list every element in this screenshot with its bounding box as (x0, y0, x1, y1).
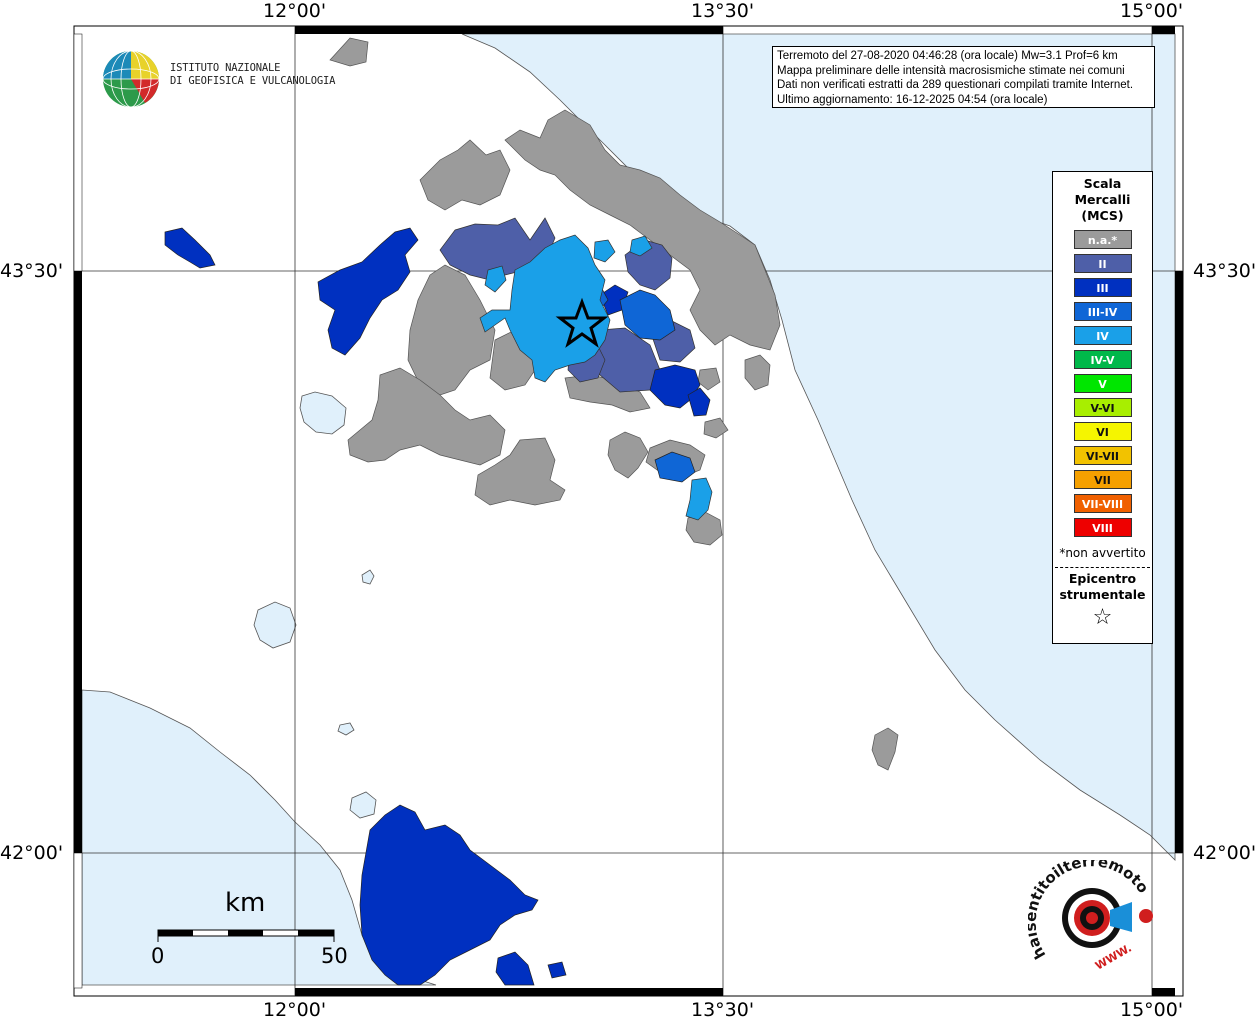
scale-end: 50 (321, 944, 348, 968)
legend-item: III-IV (1073, 302, 1132, 321)
legend-epicenter-title: Epicentro strumentale (1053, 571, 1152, 603)
lon-label-bottom-1330: 13°30' (691, 999, 755, 1021)
lake-trasimeno (299, 391, 347, 435)
lat-label-right-4330: 43°30' (1193, 260, 1255, 282)
scale-bar-graphic (157, 929, 335, 942)
legend-title-line1: Scala (1083, 176, 1122, 191)
municipalities-iv (479, 234, 713, 521)
legend-title-line3: (MCS) (1081, 208, 1124, 223)
ingv-name-line1: ISTITUTO NAZIONALE (170, 62, 281, 74)
legend-item: IV-V (1073, 350, 1132, 369)
legend-item: V (1073, 374, 1132, 393)
legend-item: V-VI (1073, 398, 1132, 417)
lon-label-bottom-15: 15°00' (1120, 999, 1184, 1021)
frame-bars (73, 26, 1183, 996)
lake-small-2 (361, 569, 375, 585)
ingv-logo-text: ISTITUTO NAZIONALE DI GEOFISICA E VULCAN… (170, 62, 335, 88)
legend-item: n.a.* (1073, 230, 1132, 249)
legend-title: Scala Mercalli (MCS) (1053, 176, 1152, 224)
lon-label-top-15: 15°00' (1120, 0, 1184, 22)
scale-start: 0 (151, 944, 165, 968)
legend-item: III (1073, 278, 1132, 297)
lon-label-top-12: 12°00' (263, 0, 327, 22)
legend-separator (1055, 567, 1150, 568)
scale-unit: km (225, 888, 266, 918)
lon-label-bottom-12: 12°00' (263, 999, 327, 1021)
ingv-name-line2: DI GEOFISICA E VULCANOLOGIA (170, 75, 336, 87)
haisentito-logo-icon (1062, 888, 1153, 948)
municipalities-not-felt (329, 37, 899, 771)
epicenter-star (555, 297, 609, 348)
event-info-line3: Dati non verificati estratti da 289 ques… (777, 79, 1134, 91)
legend-star-icon: ☆ (1092, 605, 1113, 630)
legend-note: *non avvertito (1059, 546, 1146, 560)
legend-item: II (1073, 254, 1132, 273)
legend-epicenter-line2: strumentale (1059, 587, 1146, 602)
lat-label-right-42: 42°00' (1193, 842, 1255, 864)
legend-item: VII (1073, 470, 1132, 489)
lake-bolsena (253, 601, 297, 649)
mcs-legend: Scala Mercalli (MCS) n.a.* II III III-IV IV I… (1052, 171, 1153, 644)
lat-label-left-42: 42°00' (0, 842, 64, 864)
event-info-line2: Mappa preliminare delle intensità macros… (777, 64, 1125, 77)
legend-item: IV (1073, 326, 1132, 345)
haisentito-brand: haisentitoilterremoto.it WWW. (1028, 860, 1148, 973)
legend-item: VII-VIII (1073, 494, 1132, 513)
brand-www: WWW. (1093, 941, 1134, 972)
adriatic-sea (461, 33, 1176, 861)
event-info-line1: Terremoto del 27-08-2020 04:46:28 (ora l… (777, 50, 1118, 62)
event-info-box: Terremoto del 27-08-2020 04:46:28 (ora l… (772, 46, 1155, 108)
lon-label-top-1330: 13°30' (691, 0, 755, 22)
legend-item: VI (1073, 422, 1132, 441)
legend-items: n.a.* II III III-IV IV IV-V V V-VI VI VI-VII VII VI… (1053, 230, 1152, 537)
legend-title-line2: Mercalli (1074, 192, 1131, 207)
event-info-line4: Ultimo aggiornamento: 16-12-2025 04:54 (… (777, 93, 1048, 106)
ingv-logo-icon (102, 50, 160, 108)
legend-epicenter-line1: Epicentro (1068, 571, 1137, 586)
legend-item: VIII (1073, 518, 1132, 537)
lat-label-left-4330: 43°30' (0, 260, 64, 282)
legend-item: VI-VII (1073, 446, 1132, 465)
lake-small-1 (337, 722, 355, 736)
lake-bracciano (349, 791, 377, 819)
municipalities-iii (164, 227, 711, 986)
